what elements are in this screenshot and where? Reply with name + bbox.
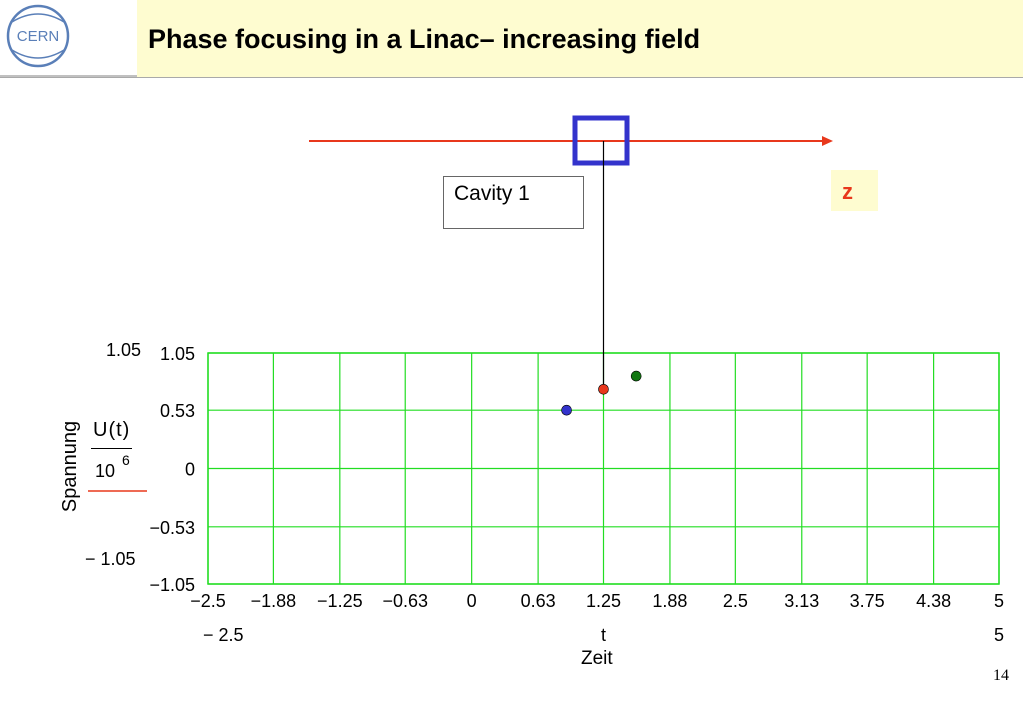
x-tick-label: 3.75 bbox=[850, 591, 885, 611]
x-tick-label: 0 bbox=[467, 591, 477, 611]
x-tick-label: 0.63 bbox=[521, 591, 556, 611]
x-axis-label: Zeit bbox=[581, 648, 613, 669]
header-divider bbox=[0, 77, 1023, 78]
data-point bbox=[598, 383, 609, 395]
y-axis-label: Spannung bbox=[59, 420, 82, 513]
x-tick-label: −1.88 bbox=[251, 591, 297, 611]
x-tick-label: 1.88 bbox=[652, 591, 687, 611]
data-point bbox=[630, 370, 642, 382]
x-tick-label: 1.25 bbox=[586, 591, 621, 611]
cavity-label-box: Cavity 1 bbox=[443, 176, 584, 229]
y-tick-label: 1.05 bbox=[160, 344, 195, 364]
data-point bbox=[561, 404, 572, 416]
logo-text: CERN bbox=[17, 28, 60, 45]
y-tick-label: −1.05 bbox=[149, 575, 195, 595]
x-axis-variable: t bbox=[601, 625, 607, 645]
data-points bbox=[561, 370, 642, 416]
ylabel-exponent: 6 bbox=[122, 452, 130, 468]
cavity-icon bbox=[572, 115, 630, 166]
x-tick-label: 2.5 bbox=[723, 591, 748, 611]
z-axis-marker: z bbox=[831, 170, 878, 211]
y-tick-label: 0.53 bbox=[160, 401, 195, 421]
x-tick-label: 5 bbox=[994, 591, 1004, 611]
x-tick-label: −1.25 bbox=[317, 591, 363, 611]
ylabel-fraction-bar bbox=[91, 448, 132, 449]
ylabel-base: 10 bbox=[95, 461, 116, 481]
cern-logo-icon: CERN bbox=[6, 4, 70, 68]
y-tick-label: −0.53 bbox=[149, 518, 195, 538]
slide-title: Phase focusing in a Linac– increasing fi… bbox=[148, 24, 701, 54]
x-tick-label: 3.13 bbox=[784, 591, 819, 611]
ylabel-numerator: U(t) bbox=[93, 419, 131, 441]
y-tick-label: 0 bbox=[185, 460, 195, 480]
x-tick-label: −0.63 bbox=[382, 591, 428, 611]
z-label: z bbox=[842, 179, 853, 204]
y-range-min-label: − 1.05 bbox=[85, 549, 136, 569]
slide-number: 14 bbox=[993, 667, 1009, 684]
slide-header bbox=[0, 0, 1023, 77]
cern-logo: CERN bbox=[0, 0, 137, 77]
cavity-label: Cavity 1 bbox=[454, 182, 530, 205]
x-tick-label: −2.5 bbox=[190, 591, 226, 611]
x-range-min-label: − 2.5 bbox=[203, 625, 244, 645]
y-range-max-label: 1.05 bbox=[106, 340, 142, 360]
beam-arrow-icon bbox=[822, 136, 833, 146]
x-tick-label: 4.38 bbox=[916, 591, 951, 611]
x-range-max-label: 5 bbox=[994, 625, 1005, 645]
